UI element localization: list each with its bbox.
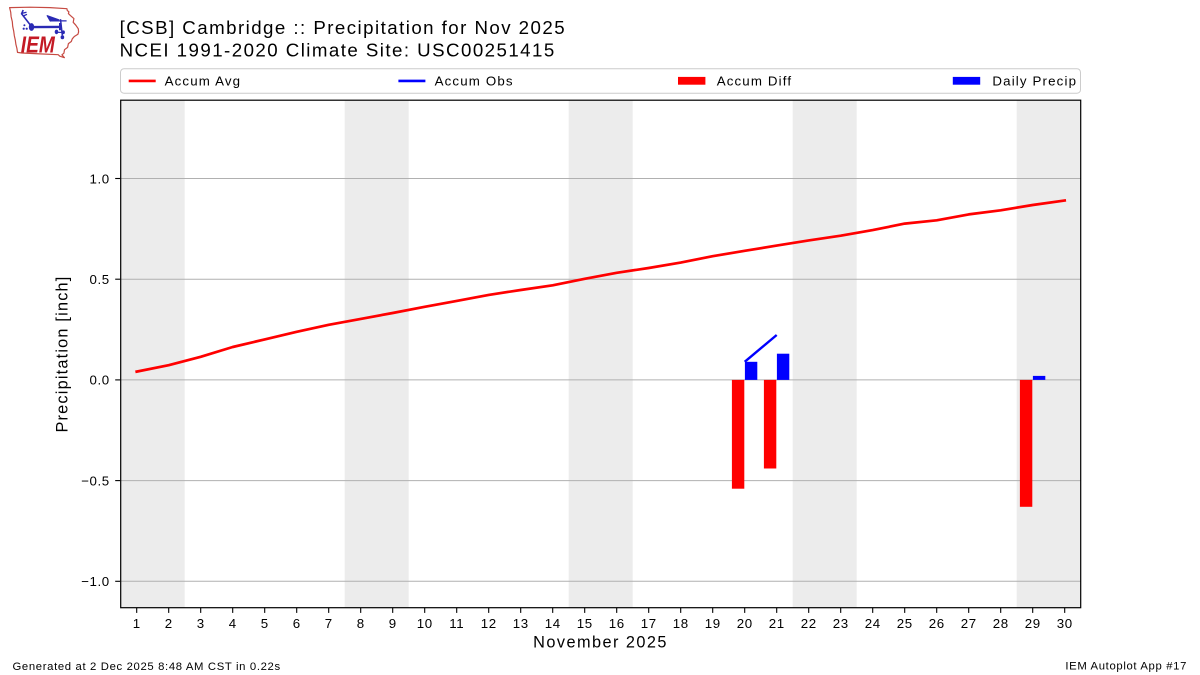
svg-text:4: 4 [229,616,237,631]
svg-text:25: 25 [897,616,913,631]
svg-text:9: 9 [389,616,397,631]
svg-text:1: 1 [133,616,141,631]
svg-text:1.0: 1.0 [90,171,110,186]
svg-text:20: 20 [737,616,753,631]
svg-text:10: 10 [417,616,433,631]
svg-text:14: 14 [545,616,561,631]
svg-text:Precipitation [inch]: Precipitation [inch] [54,275,72,432]
svg-text:15: 15 [577,616,593,631]
svg-text:Generated at 2 Dec 2025 8:48 A: Generated at 2 Dec 2025 8:48 AM CST in 0… [13,661,281,673]
svg-text:NCEI 1991-2020 Climate Site: U: NCEI 1991-2020 Climate Site: USC00251415 [120,39,556,60]
svg-text:11: 11 [449,616,464,631]
svg-text:26: 26 [929,616,945,631]
svg-text:24: 24 [865,616,881,631]
svg-text:29: 29 [1025,616,1041,631]
svg-text:21: 21 [769,616,785,631]
svg-text:28: 28 [993,616,1009,631]
svg-text:IEM Autoplot App #17: IEM Autoplot App #17 [1065,661,1187,673]
svg-text:16: 16 [609,616,625,631]
svg-text:22: 22 [801,616,817,631]
svg-text:19: 19 [705,616,721,631]
svg-text:0.5: 0.5 [90,272,110,287]
svg-text:2: 2 [165,616,173,631]
svg-text:IEM: IEM [21,32,55,58]
svg-text:7: 7 [325,616,333,631]
svg-text:−1.0: −1.0 [81,574,109,589]
svg-text:November 2025: November 2025 [533,634,668,652]
svg-text:17: 17 [641,616,657,631]
svg-text:[CSB] Cambridge :: Precipitati: [CSB] Cambridge :: Precipitation for Nov… [120,17,566,38]
svg-text:8: 8 [357,616,365,631]
svg-text:−0.5: −0.5 [81,473,109,488]
svg-text:27: 27 [961,616,977,631]
svg-text:0.0: 0.0 [90,373,110,388]
svg-text:Accum Diff: Accum Diff [717,73,793,88]
svg-text:18: 18 [673,616,689,631]
svg-text:23: 23 [833,616,849,631]
svg-text:Accum Avg: Accum Avg [165,73,242,88]
svg-text:3: 3 [197,616,205,631]
svg-text:Accum Obs: Accum Obs [435,73,514,88]
svg-text:5: 5 [261,616,269,631]
svg-text:Daily Precip: Daily Precip [992,73,1077,88]
svg-text:12: 12 [481,616,497,631]
svg-text:6: 6 [293,616,301,631]
svg-text:13: 13 [513,616,529,631]
svg-text:30: 30 [1057,616,1073,631]
